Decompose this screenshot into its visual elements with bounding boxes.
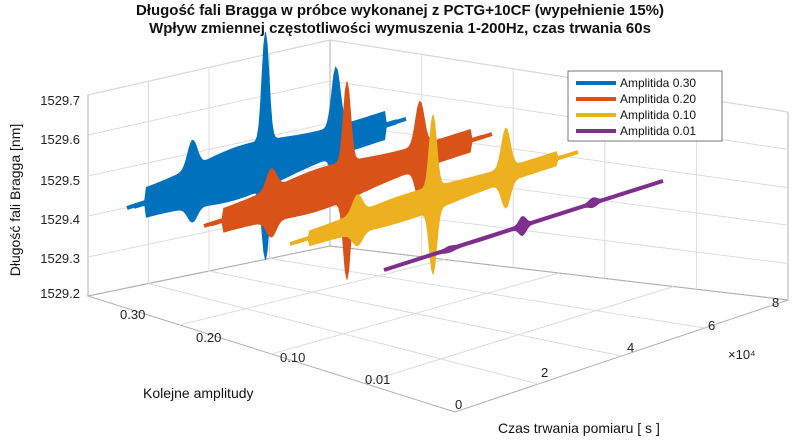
series-2	[289, 114, 579, 275]
x-tick-label: 6	[708, 318, 715, 333]
y-tick-label: 0.20	[196, 330, 221, 345]
z-tick-label: 1529.7	[40, 93, 80, 108]
series-line	[126, 116, 407, 210]
z-tick-label: 1529.2	[40, 286, 80, 301]
data-series	[126, 32, 664, 280]
y-axis-label: Kolejne amplitudy	[143, 385, 254, 401]
legend-entry: Amplitida 0.10	[620, 108, 696, 122]
grid-line	[269, 258, 705, 329]
grid-line	[148, 283, 539, 385]
y-tick-label: 0.10	[280, 350, 305, 365]
chart-title: Długość fali Bragga w próbce wykonanej z…	[136, 2, 664, 19]
y-tick-labels: 0.30 0.20 0.10 0.01	[120, 307, 390, 387]
x-tick-label: 8	[772, 295, 779, 310]
z-axis-label: Długość fali Bragga [nm]	[7, 124, 23, 277]
series-line	[203, 132, 493, 228]
x-tick-labels: 0 2 4 6 8 ×10⁴	[455, 295, 779, 412]
legend-entry: Amplitida 0.30	[620, 76, 696, 90]
grid-line	[208, 270, 622, 357]
series-3	[383, 178, 664, 272]
series-1	[203, 81, 493, 280]
grid-line	[329, 122, 789, 189]
chart-subtitle: Wpływ zmiennej częstotliwości wymuszenia…	[149, 20, 651, 37]
y-tick-label: 0.30	[120, 307, 145, 322]
legend-entry: Amplitida 0.20	[620, 92, 696, 106]
series-line	[383, 178, 664, 272]
z-tick-label: 1529.3	[40, 251, 80, 266]
legend: Amplitida 0.30 Amplitida 0.20 Amplitida 0.…	[567, 70, 723, 142]
z-tick-labels: 1529.7 1529.6 1529.5 1529.4 1529.3 1529.…	[40, 93, 80, 301]
x-tick-label: 4	[627, 340, 634, 355]
x-axis-label: Czas trwania pomiaru [ s ]	[498, 420, 660, 436]
x-exponent-label: ×10⁴	[728, 347, 756, 362]
legend-entry: Amplitida 0.01	[620, 124, 696, 138]
x-tick-label: 2	[541, 365, 548, 380]
x-tick-label: 0	[455, 397, 462, 412]
series-0	[126, 32, 407, 260]
y-tick-label: 0.01	[365, 372, 390, 387]
z-tick-label: 1529.5	[40, 173, 80, 188]
series-line	[289, 150, 579, 246]
z-tick-label: 1529.4	[40, 212, 80, 227]
z-tick-label: 1529.6	[40, 132, 80, 147]
floor-plane	[86, 245, 789, 413]
